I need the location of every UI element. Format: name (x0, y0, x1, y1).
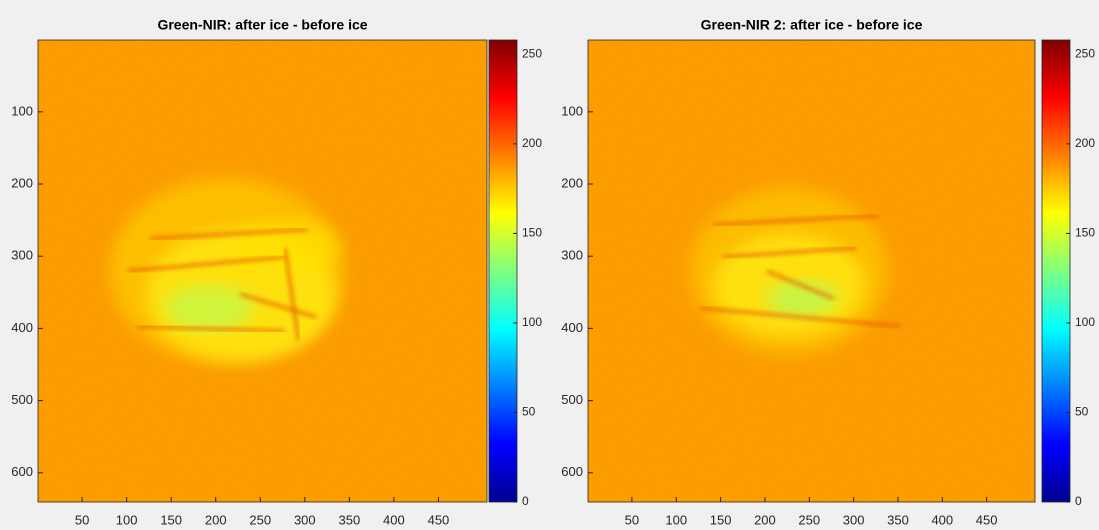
colorbar-tick-label: 100 (522, 315, 542, 329)
image-noise (38, 40, 487, 502)
x-tick-label: 150 (710, 512, 732, 527)
colorbar-tick-label: 150 (1075, 226, 1095, 240)
image (588, 40, 1035, 502)
y-tick-label: 100 (11, 103, 33, 118)
colorbar (488, 39, 518, 503)
x-tick-label: 350 (887, 512, 909, 527)
y-tick-label: 500 (561, 392, 583, 407)
colorbar-tick-label: 200 (522, 136, 542, 150)
colorbar-tick-label: 50 (522, 405, 536, 419)
x-tick-label: 100 (665, 512, 687, 527)
x-tick-label: 450 (428, 512, 450, 527)
x-tick-label: 50 (75, 512, 89, 527)
x-tick-label: 200 (205, 512, 227, 527)
x-tick-label: 250 (798, 512, 820, 527)
image-noise (588, 40, 1035, 502)
y-tick-label: 500 (11, 392, 33, 407)
colorbar-tick-label: 0 (522, 494, 529, 508)
colorbar-tick-label: 0 (1075, 494, 1082, 508)
axes-box (587, 39, 1036, 503)
image-panel: Green-NIR 2: after ice - before ice 50 100… (561, 17, 1095, 528)
colorbar-tick-label: 150 (522, 226, 542, 240)
y-tick-label: 300 (11, 248, 33, 263)
y-tick-label: 400 (561, 320, 583, 335)
x-tick-label: 400 (931, 512, 953, 527)
x-tick-label: 400 (383, 512, 405, 527)
x-tick-label: 200 (754, 512, 776, 527)
colorbar (1041, 39, 1071, 503)
x-tick-label: 300 (294, 512, 316, 527)
colorbar-tick-label: 100 (1075, 315, 1095, 329)
colorbar-tick-label: 50 (1075, 405, 1089, 419)
x-tick-label: 100 (116, 512, 138, 527)
axes-box (37, 39, 488, 503)
x-tick-label: 300 (843, 512, 865, 527)
y-tick-label: 300 (561, 248, 583, 263)
x-tick-label: 350 (339, 512, 361, 527)
image-panel: Green-NIR: after ice - before ice 50 100 15… (11, 17, 542, 528)
y-tick-label: 100 (561, 103, 583, 118)
x-tick-label: 50 (625, 512, 639, 527)
x-tick-label: 450 (976, 512, 998, 527)
y-tick-label: 200 (561, 175, 583, 190)
y-tick-label: 600 (11, 464, 33, 479)
y-tick-label: 200 (11, 175, 33, 190)
chart-title: Green-NIR 2: after ice - before ice (701, 17, 923, 33)
x-tick-label: 250 (249, 512, 271, 527)
image (38, 40, 487, 502)
x-tick-label: 150 (160, 512, 182, 527)
chart-title: Green-NIR: after ice - before ice (157, 17, 367, 33)
y-tick-label: 600 (561, 464, 583, 479)
colorbar-tick-label: 250 (522, 46, 542, 60)
colorbar-tick-label: 200 (1075, 136, 1095, 150)
y-tick-label: 400 (11, 320, 33, 335)
colorbar-tick-label: 250 (1075, 46, 1095, 60)
